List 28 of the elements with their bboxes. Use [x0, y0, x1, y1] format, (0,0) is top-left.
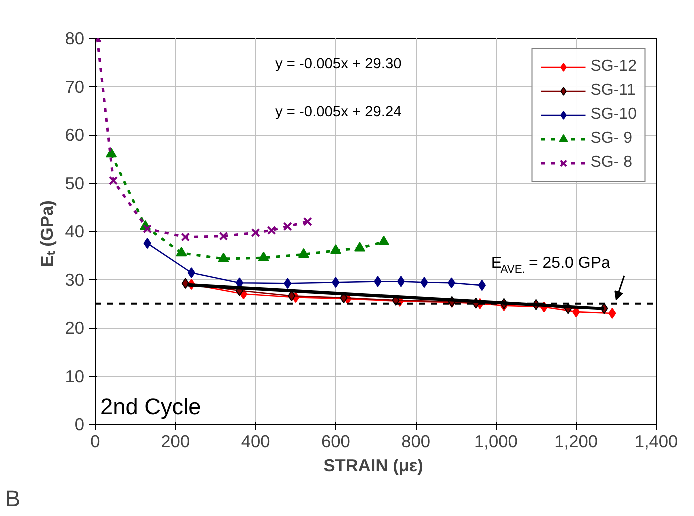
- y-tick-label: 20: [65, 318, 85, 338]
- annotation: y = -0.005x + 29.30: [276, 56, 402, 72]
- y-tick-label: 10: [65, 366, 85, 386]
- y-tick-label: 0: [74, 414, 85, 434]
- legend-label: SG- 9: [590, 130, 633, 148]
- legend-label: SG-11: [590, 82, 636, 100]
- x-tick-label: 1,000: [474, 432, 518, 452]
- legend-label: SG-12: [590, 58, 637, 76]
- x-tick-label: 800: [402, 432, 431, 452]
- x-tick-label: 0: [90, 432, 100, 452]
- text: B: [6, 486, 21, 512]
- y-tick-label: 30: [65, 270, 85, 290]
- legend-label: SG- 8: [590, 154, 633, 172]
- annotation: 2nd Cycle: [100, 394, 202, 420]
- x-tick-label: 1,200: [554, 432, 598, 452]
- y-tick-label: 80: [65, 28, 85, 48]
- x-tick-label: 400: [241, 432, 270, 452]
- y-tick-label: 60: [65, 125, 85, 145]
- annotation: y = -0.005x + 29.24: [276, 104, 402, 120]
- y-tick-label: 40: [65, 222, 85, 242]
- x-tick-label: 1,400: [634, 432, 678, 452]
- x-axis-title: STRAIN (με): [324, 456, 424, 476]
- y-axis-title: Eₜ (GPa): [37, 200, 58, 268]
- x-tick-label: 600: [321, 432, 350, 452]
- legend-label: SG-10: [590, 106, 637, 124]
- y-tick-label: 70: [65, 76, 85, 97]
- x-tick-label: 200: [161, 432, 190, 452]
- y-tick-label: 50: [65, 173, 85, 194]
